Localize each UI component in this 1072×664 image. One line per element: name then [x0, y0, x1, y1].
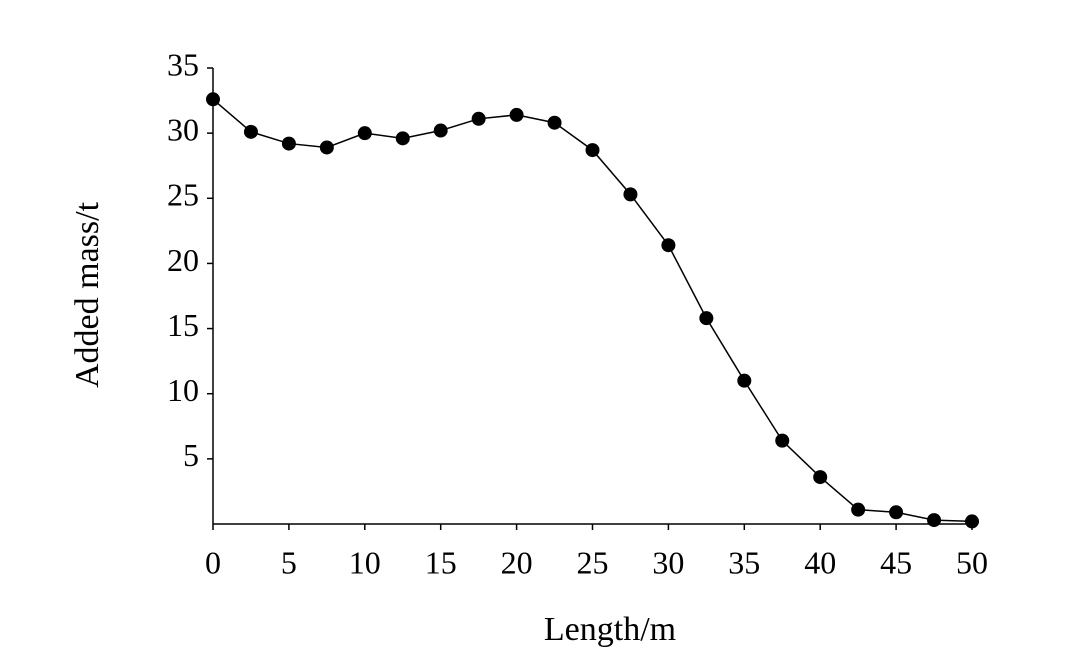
x-tick-label: 10 — [349, 544, 381, 580]
data-point — [889, 505, 904, 520]
data-point — [471, 111, 486, 126]
y-tick-label: 5 — [183, 437, 199, 473]
data-point — [433, 123, 448, 138]
data-point — [585, 143, 600, 158]
data-point — [206, 92, 220, 107]
data-point — [357, 126, 372, 141]
x-tick-label: 25 — [577, 544, 609, 580]
data-point — [243, 124, 258, 139]
x-tick-label: 15 — [425, 544, 457, 580]
data-point — [737, 373, 752, 388]
y-tick-label: 10 — [167, 372, 199, 408]
y-tick-label: 20 — [167, 242, 199, 278]
y-tick-label: 15 — [167, 307, 199, 343]
data-point — [623, 187, 638, 202]
data-point — [661, 238, 676, 253]
data-point — [965, 514, 979, 529]
data-point — [851, 502, 866, 517]
y-tick-label: 25 — [167, 177, 199, 213]
data-point — [509, 107, 524, 122]
x-tick-label: 5 — [281, 544, 297, 580]
x-tick-label: 50 — [956, 544, 988, 580]
data-point — [775, 433, 790, 448]
data-point — [813, 470, 828, 485]
data-point — [281, 136, 296, 151]
data-point — [319, 140, 334, 155]
x-tick-label: 40 — [804, 544, 836, 580]
y-axis-label: Added mass/t — [69, 201, 106, 388]
y-tick-label: 30 — [167, 111, 199, 147]
data-line — [212, 98, 973, 523]
data-point — [395, 131, 410, 146]
x-tick-label: 35 — [728, 544, 760, 580]
x-axis-label: Length/m — [544, 611, 676, 648]
data-point — [699, 311, 714, 326]
x-tick-label: 20 — [501, 544, 533, 580]
x-tick-label: 30 — [652, 544, 684, 580]
x-tick-label: 45 — [880, 544, 912, 580]
data-point — [547, 115, 562, 130]
y-tick-label: 35 — [167, 46, 199, 82]
x-tick-label: 0 — [205, 544, 221, 580]
data-point — [927, 513, 942, 528]
